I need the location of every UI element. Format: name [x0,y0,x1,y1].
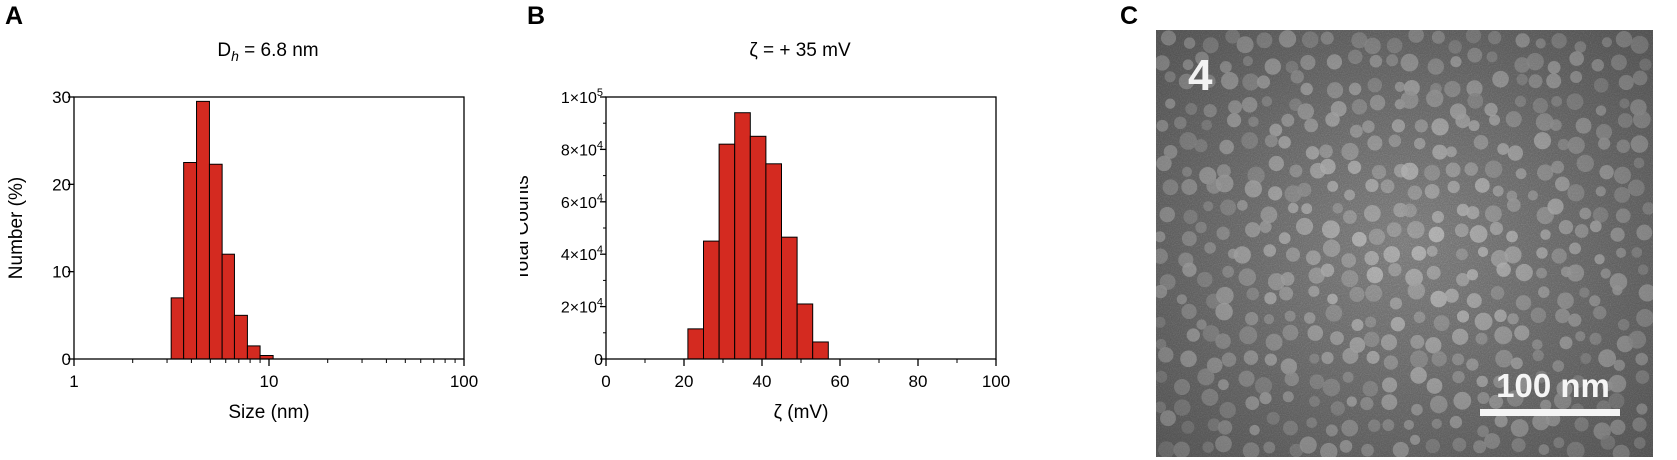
chart-a-x-tick-label: 1 [69,372,78,391]
chart-b-bar [687,328,705,360]
chart-b-x-tick-label: 20 [675,372,694,391]
chart-a-xlabel: Size (nm) [228,402,309,423]
chart-b-y-tick-label: 2×104 [561,297,603,317]
chart-b-bar [765,163,783,360]
chart-a-title-sub: h [231,47,239,64]
chart-a-title-rest: = 6.8 nm [238,40,319,61]
chart-b-title: ζ = + 35 mV [749,40,851,61]
chart-b-xlabel: ζ (mV) [774,402,829,423]
chart-b-x-tick-label: 0 [601,372,610,391]
chart-a-bar [183,162,198,360]
chart-a-ylabel: Number (%) [6,177,27,279]
chart-a-bar [170,297,185,360]
chart-b-x-tick-label: 80 [909,372,928,391]
tem-scale-bar [1480,409,1620,416]
panel-letter-c: C [1120,2,1139,30]
chart-b-y-tick-label: 6×104 [561,192,603,212]
panel-letter-b: B [527,2,546,30]
tem-vignette-layer [1156,30,1653,457]
chart-a-title: Dh = 6.8 nm [168,40,368,64]
chart-a-bar [233,314,248,360]
tem-scale-bar-label: 100 nm [1496,367,1610,404]
chart-a-plot-frame [73,96,465,360]
chart-a-x-tick-label: 10 [260,372,279,391]
chart-b-y-tick-label: 4×104 [561,244,603,264]
chart-b-ylabel: Total Counts [520,175,533,281]
chart-a-y-tick-label: 20 [52,175,71,194]
chart-b-x-tick-label: 40 [753,372,772,391]
chart-a-bar [221,253,235,360]
chart-b-bar [781,236,798,360]
chart-b-bar [749,135,767,360]
chart-b-bar [812,341,829,360]
chart-b-bar [703,240,720,360]
chart-a-bar [196,100,210,360]
chart-a-y-tick-label: 30 [52,88,71,107]
chart-b: 0 20 40 60 80 100 0 2×104 4×104 6×104 8×104 1×105 ζ… [520,87,1010,423]
chart-b-x-tick-label: 100 [982,372,1010,391]
chart-b-bar [718,143,736,360]
chart-b-y-tick-label: 0 [594,352,603,369]
chart-a-bar [246,345,261,360]
chart-a-x-tick-label: 100 [450,372,478,391]
chart-b-y-tick-label: 8×104 [561,139,603,159]
chart-a-title-main: D [217,40,232,61]
chart-b-bar [734,112,751,360]
chart-b-x-tick-label: 60 [831,372,850,391]
chart-b-y-tick-label: 1×105 [561,87,603,107]
chart-a-y-tick-label: 0 [62,350,71,369]
chart-a: 1 10 100 0 10 20 30 Size (nm) Number (%) [6,88,478,423]
panel-letter-a: A [5,2,24,30]
chart-a-y-tick-label: 10 [52,263,71,282]
chart-b-bar [796,303,814,360]
tem-image: 4 100 nm [1156,30,1653,457]
chart-a-bar [208,163,223,360]
tem-micrograph: 4 100 nm [1156,30,1653,457]
tem-sample-label: 4 [1188,51,1213,100]
